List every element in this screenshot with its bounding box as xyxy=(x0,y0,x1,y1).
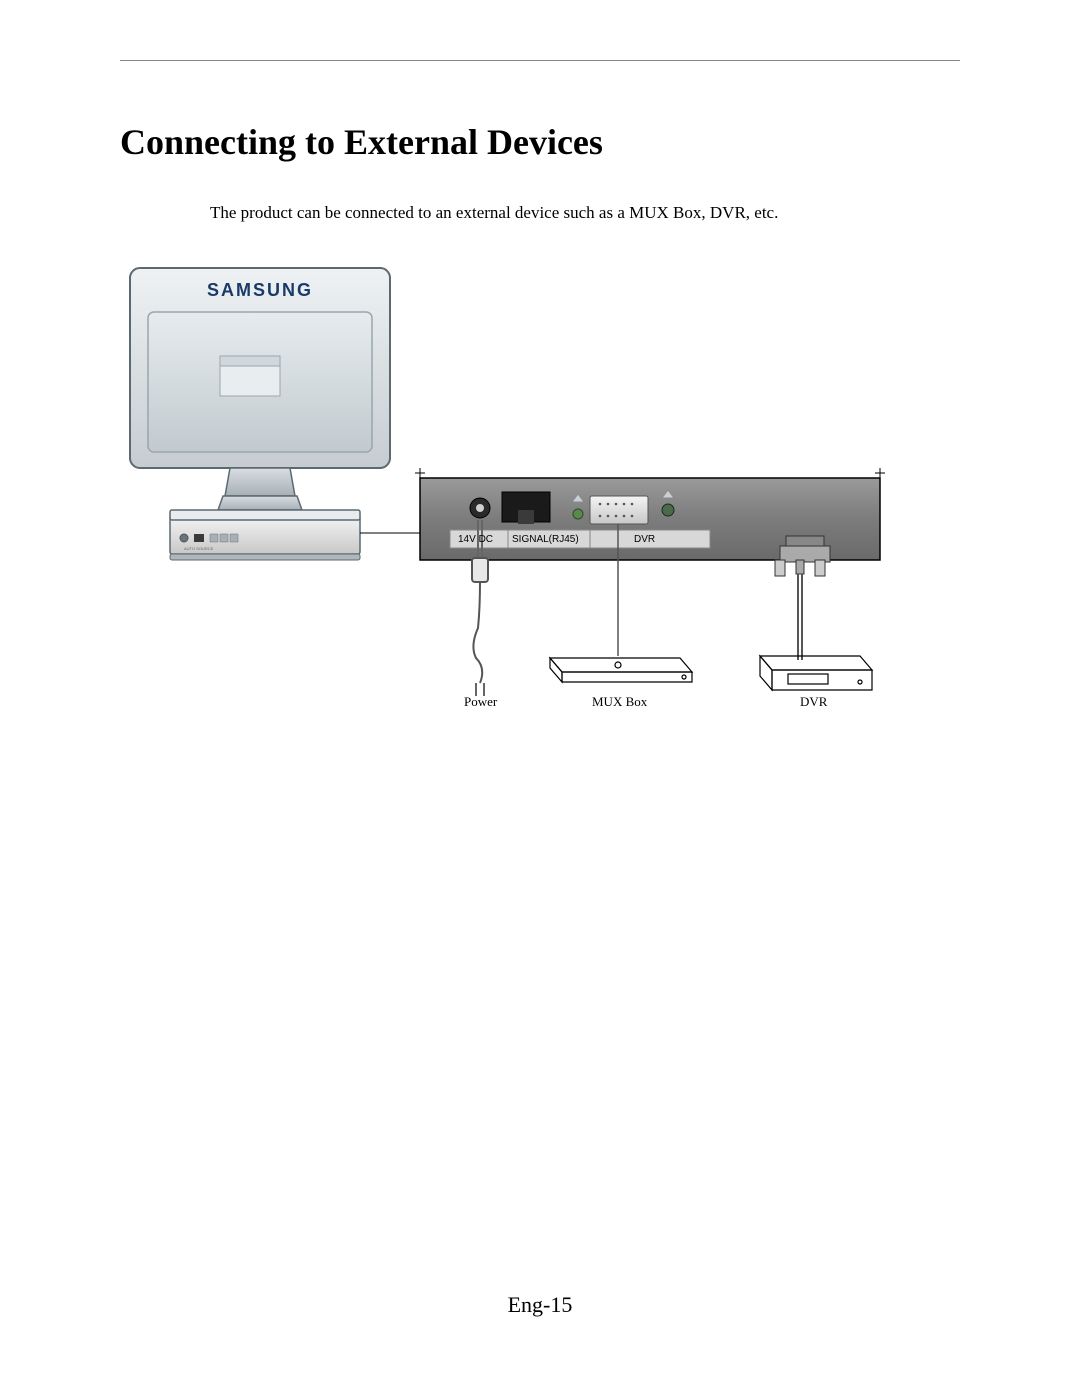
connection-diagram: SAMSUNG AUTO SOURCE xyxy=(120,258,890,718)
mux-box-device xyxy=(550,658,692,682)
monitor-brand-text: SAMSUNG xyxy=(207,280,313,300)
svg-text:AUTO SOURCE: AUTO SOURCE xyxy=(184,546,214,551)
port-label-signal: SIGNAL(RJ45) xyxy=(512,534,579,545)
label-power: Power xyxy=(464,694,497,710)
top-rule xyxy=(120,60,960,61)
port-label-dvr: DVR xyxy=(634,534,655,545)
port-label-power: 14V DC xyxy=(458,534,493,545)
diagram-svg: SAMSUNG AUTO SOURCE xyxy=(120,258,890,718)
label-mux: MUX Box xyxy=(592,694,647,710)
page-title: Connecting to External Devices xyxy=(120,121,960,163)
intro-text: The product can be connected to an exter… xyxy=(210,203,960,223)
dvr-device xyxy=(760,656,872,690)
label-dvr: DVR xyxy=(800,694,827,710)
page-number: Eng-15 xyxy=(0,1292,1080,1318)
monitor-group: SAMSUNG AUTO SOURCE xyxy=(130,268,390,560)
